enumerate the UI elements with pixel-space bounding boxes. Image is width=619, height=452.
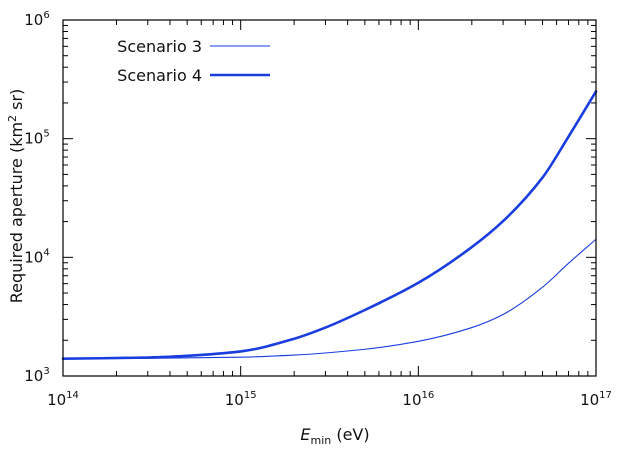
series-line-scenario-4 [61,90,598,360]
x-tick-label: 1016 [402,390,434,409]
y-tick-label: 106 [24,10,49,29]
x-axis-title-main: E [300,425,311,444]
legend-label-scenario-3: Scenario 3 [117,37,202,56]
x-tick-label: 1014 [47,390,79,409]
x-axis-title: Emin (eV) [300,425,369,447]
y-axis-title: Required aperture (km2 sr) [6,89,26,304]
ticks-layer [62,19,597,377]
x-axis-title-sub: min [311,434,332,447]
y-tick-label: 104 [24,247,49,266]
plot-frame [62,19,597,377]
x-tick-label: 1015 [225,390,257,409]
y-axis-title-head: Required aperture (km [7,122,26,303]
y-axis-title-sup: 2 [6,115,19,122]
y-tick-label: 103 [24,366,49,385]
series-layer [61,90,598,360]
tick-label-layer: 1014 1015 1016 1017 103 104 105 106 [24,10,612,409]
y-axis-title-tail: sr) [7,89,26,115]
x-axis-title-tail: (eV) [331,425,369,444]
legend: Scenario 3 Scenario 4 [117,37,270,85]
y-tick-label: 105 [24,129,49,148]
series-line-scenario-3 [62,238,597,360]
legend-label-scenario-4: Scenario 4 [117,66,202,85]
x-tick-label: 1017 [580,390,612,409]
